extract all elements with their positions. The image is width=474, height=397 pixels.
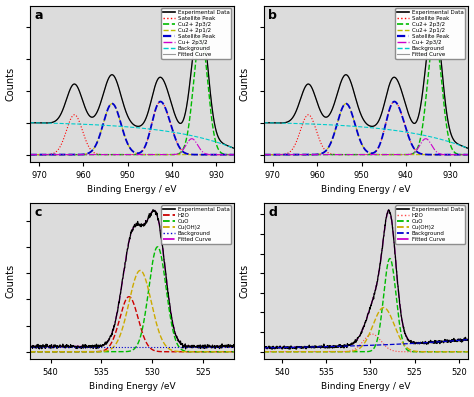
Y-axis label: Counts: Counts bbox=[6, 67, 16, 101]
Legend: Experimental Data, Satellite Peak, Cu2+ 2p3/2, Cu2+ 2p1/2, Satellite Peak, Cu+ 2: Experimental Data, Satellite Peak, Cu2+ … bbox=[162, 8, 231, 59]
Text: d: d bbox=[268, 206, 277, 219]
Legend: Experimental Data, H2O, CuO, Cu(OH)2, Background, Fitted Curve: Experimental Data, H2O, CuO, Cu(OH)2, Ba… bbox=[162, 205, 231, 244]
Y-axis label: Counts: Counts bbox=[239, 264, 249, 298]
X-axis label: Binding Energy / eV: Binding Energy / eV bbox=[87, 185, 177, 195]
Y-axis label: Counts: Counts bbox=[6, 264, 16, 298]
X-axis label: Binding Energy / eV: Binding Energy / eV bbox=[321, 382, 410, 391]
X-axis label: Binding Energy / eV: Binding Energy / eV bbox=[321, 185, 410, 195]
Text: c: c bbox=[34, 206, 42, 219]
Legend: Experimental Data, Satellite Peak, Cu2+ 2p3/2, Cu2+ 2p1/2, Satellite Peak, Cu+ 2: Experimental Data, Satellite Peak, Cu2+ … bbox=[395, 8, 465, 59]
Text: a: a bbox=[34, 9, 43, 22]
Text: b: b bbox=[268, 9, 277, 22]
X-axis label: Binding Energy /eV: Binding Energy /eV bbox=[89, 382, 175, 391]
Legend: Experimental Data, H2O, CuO, Cu(OH)2, Background, Fitted Curve: Experimental Data, H2O, CuO, Cu(OH)2, Ba… bbox=[395, 205, 465, 244]
Y-axis label: Counts: Counts bbox=[239, 67, 249, 101]
